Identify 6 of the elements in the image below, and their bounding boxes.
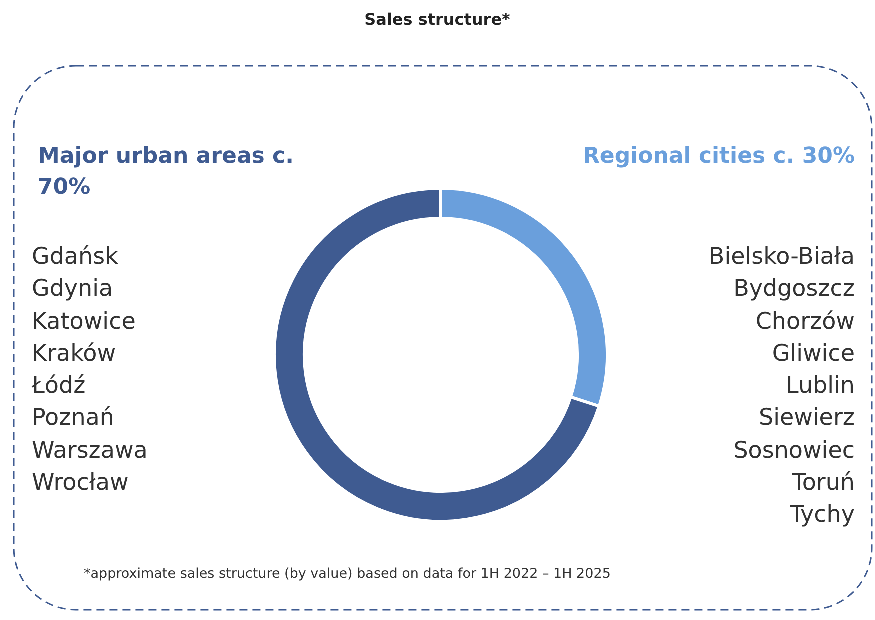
slice-label: Major urban areas c. 70% <box>38 143 295 202</box>
text: *approximate sales structure (by value) based on data for 1H 2022 – 1H 2025 <box>84 566 611 582</box>
text: Bielsko-Biała Bydgoszcz Chorzów Gliwice Lublin Siewierz Sosnowiec Toruń Tychy <box>708 244 855 528</box>
text: Gdańsk Gdynia Katowice Kraków Łódź Poznań Warszawa Wrocław <box>32 243 148 498</box>
chart-title: Sales structure* <box>364 10 512 29</box>
slice-label: Regional cities c. 30% <box>582 143 855 171</box>
